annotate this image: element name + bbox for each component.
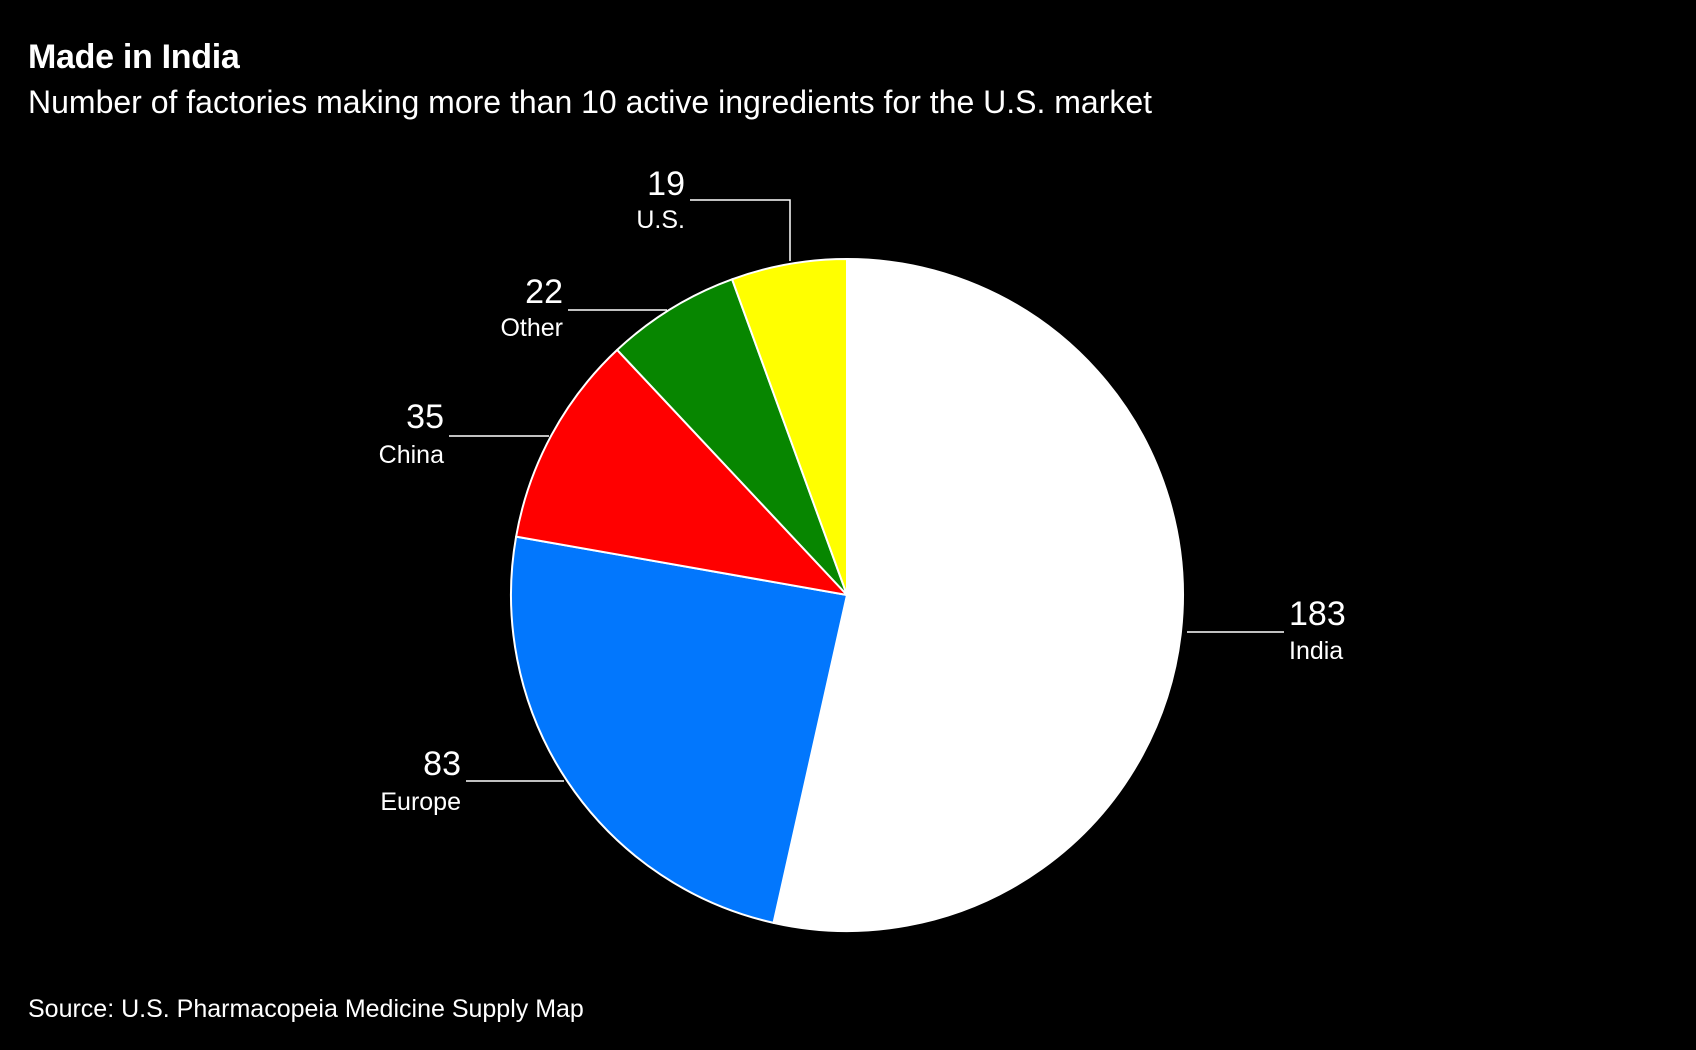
value-label-other: 22 — [525, 273, 563, 311]
leader-line-u-s — [690, 199, 791, 261]
pie-slice-other — [616, 278, 848, 596]
chart-subtitle: Number of factories making more than 10 … — [28, 84, 1153, 120]
category-label-other: Other — [500, 314, 563, 342]
category-label-europe: Europe — [380, 788, 461, 816]
pie-slice-india — [772, 258, 1184, 932]
pie-slice-europe — [509, 535, 848, 924]
value-label-china: 35 — [406, 398, 444, 436]
pie-slice-china — [515, 348, 848, 596]
category-label-china: China — [379, 441, 444, 469]
source-note: Source: U.S. Pharmacopeia Medicine Suppl… — [28, 995, 584, 1023]
value-label-india: 183 — [1289, 595, 1346, 633]
category-label-u-s: U.S. — [636, 206, 685, 234]
value-label-europe: 83 — [423, 745, 461, 783]
chart-title: Made in India — [28, 38, 240, 76]
category-label-india: India — [1289, 637, 1343, 665]
value-label-u-s: 19 — [647, 165, 685, 203]
pie-slice-u-s — [731, 258, 848, 596]
